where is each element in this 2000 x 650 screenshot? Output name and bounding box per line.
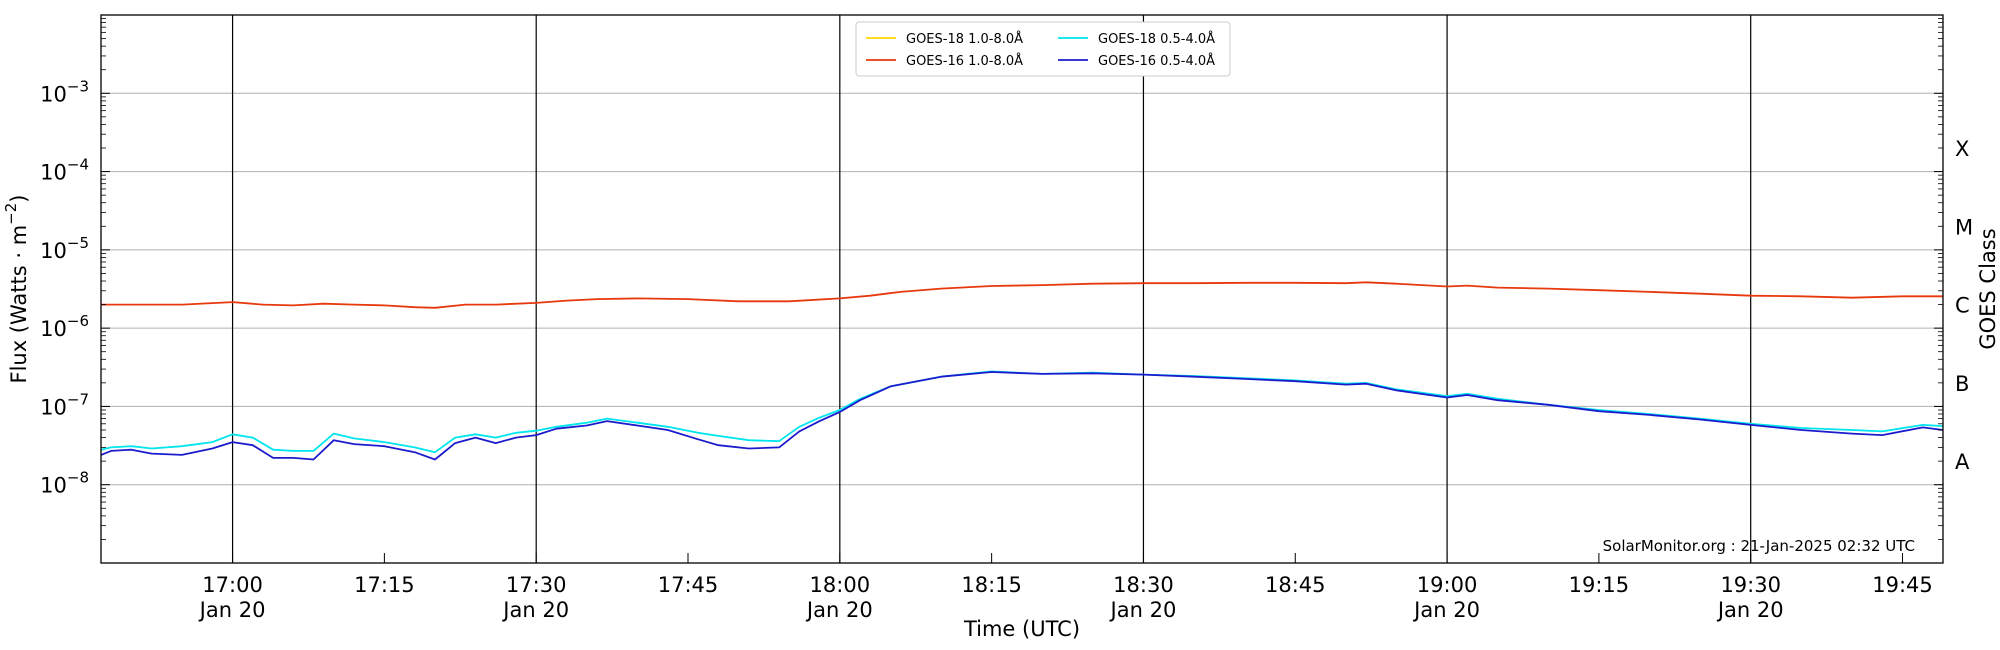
legend-label-0: GOES-18 1.0-8.0Å bbox=[906, 31, 1023, 47]
legend-label-1: GOES-16 1.0-8.0Å bbox=[906, 53, 1023, 69]
y-tick-label: 10−3 bbox=[40, 77, 89, 106]
goes-class-labels: A B C M X bbox=[1955, 137, 1973, 474]
series-line-3 bbox=[100, 371, 1944, 461]
x-tick-label: 19:15 bbox=[1569, 573, 1630, 597]
x-axis-title: Time (UTC) bbox=[963, 617, 1080, 641]
x-tick-date-label: Jan 20 bbox=[805, 598, 873, 622]
x-tick-label: 19:00 bbox=[1417, 573, 1478, 597]
x-tick-label: 17:30 bbox=[506, 573, 567, 597]
x-tick-label: 18:45 bbox=[1265, 573, 1326, 597]
y-tick-labels: 10−8 10−7 10−6 10−5 10−4 10−3 bbox=[40, 77, 89, 497]
credit-text: SolarMonitor.org : 21-Jan-2025 02:32 UTC bbox=[1603, 537, 1915, 555]
x-tick-label: 19:45 bbox=[1872, 573, 1933, 597]
x-tick-label: 18:30 bbox=[1113, 573, 1174, 597]
y-tick-label: 10−8 bbox=[40, 469, 89, 498]
goes-class-label: B bbox=[1955, 372, 1969, 396]
x-tick-date-label: Jan 20 bbox=[1412, 598, 1480, 622]
vertical-lines-layer bbox=[231, 15, 1752, 563]
goes-class-axis-title: GOES Class bbox=[1976, 228, 2000, 349]
ticks-layer bbox=[101, 14, 1943, 564]
y-tick-label: 10−5 bbox=[40, 234, 89, 263]
series-line-1 bbox=[101, 281, 1943, 309]
legend: GOES-18 1.0-8.0Å GOES-16 1.0-8.0Å GOES-18 … bbox=[855, 21, 1231, 77]
y-tick-label: 10−7 bbox=[40, 390, 89, 419]
y-tick-label: 10−4 bbox=[40, 156, 89, 185]
y-axis-title: Flux (Watts · m−2) bbox=[2, 194, 31, 383]
y-tick-label: 10−6 bbox=[40, 312, 89, 341]
legend-label-2: GOES-18 0.5-4.0Å bbox=[1098, 31, 1215, 47]
x-tick-label: 17:00 bbox=[202, 573, 263, 597]
x-tick-date-label: Jan 20 bbox=[198, 598, 266, 622]
grid-layer bbox=[101, 92, 1943, 486]
x-tick-date-label: Jan 20 bbox=[1109, 598, 1177, 622]
legend-label-3: GOES-16 0.5-4.0Å bbox=[1098, 53, 1215, 69]
x-tick-date-label: Jan 20 bbox=[1716, 598, 1784, 622]
goes-class-label: C bbox=[1955, 294, 1970, 318]
x-tick-label: 18:15 bbox=[961, 573, 1022, 597]
legend-box bbox=[855, 21, 1231, 77]
goes-class-label: X bbox=[1955, 137, 1969, 161]
x-tick-label: 17:45 bbox=[658, 573, 719, 597]
plot-frame bbox=[100, 14, 1944, 564]
x-tick-label: 18:00 bbox=[810, 573, 871, 597]
goes-class-label: M bbox=[1955, 215, 1973, 239]
series-layer bbox=[100, 281, 1944, 461]
x-tick-label: 19:30 bbox=[1720, 573, 1781, 597]
x-tick-date-label: Jan 20 bbox=[501, 598, 569, 622]
series-line-2 bbox=[100, 370, 1944, 454]
x-tick-label: 17:15 bbox=[354, 573, 415, 597]
goes-class-label: A bbox=[1955, 450, 1970, 474]
